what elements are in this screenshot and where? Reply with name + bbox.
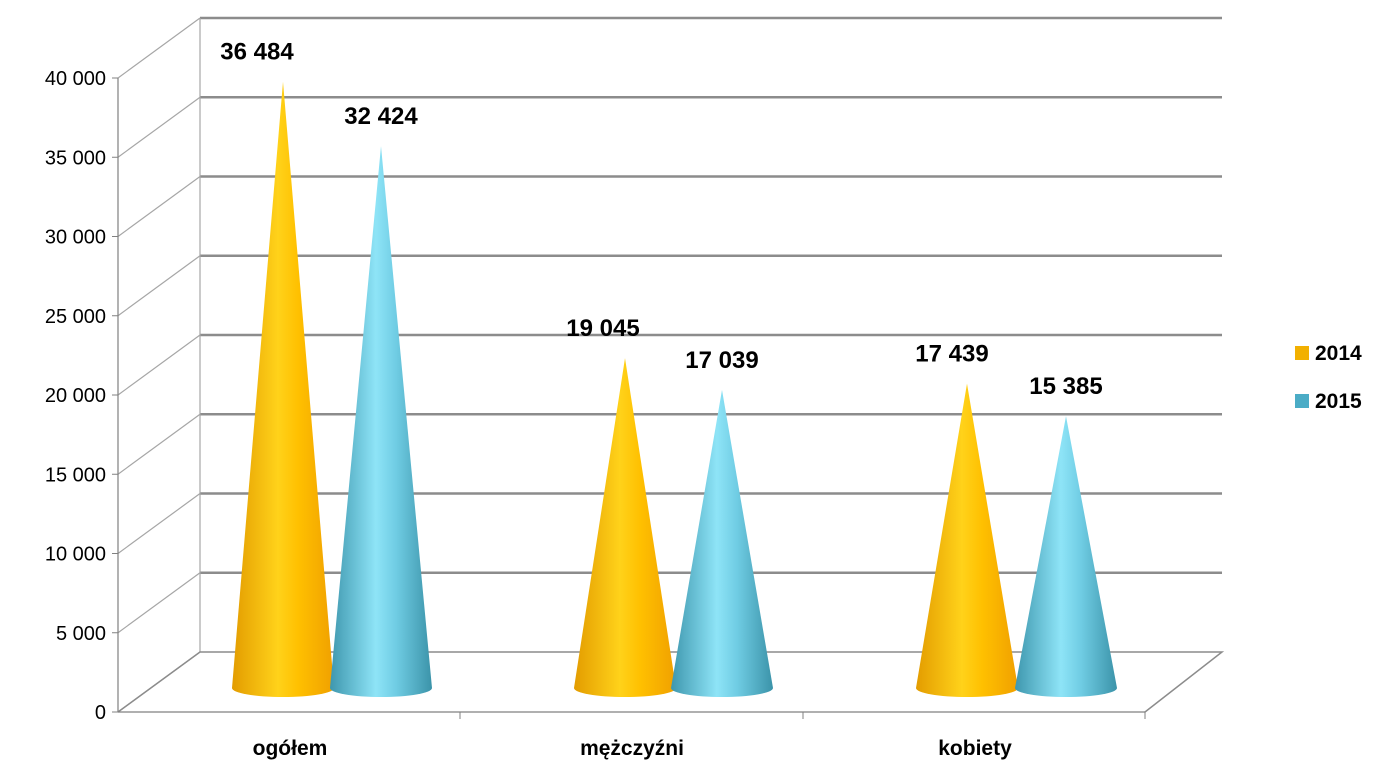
cone-2014-1: [574, 358, 676, 697]
legend-swatch-2015: [1295, 394, 1309, 408]
data-label: 17 439: [915, 341, 988, 368]
cone-2014-2: [916, 383, 1018, 697]
y-tick-label: 5 000: [56, 623, 106, 645]
data-labels: 36 484 19 045 17 439 32 424 17 039 15 385: [220, 39, 1102, 400]
y-tick-label: 25 000: [45, 306, 106, 328]
x-tick-label: mężczyźni: [580, 737, 684, 760]
cone-2015-0: [330, 146, 432, 698]
y-tick-label: 15 000: [45, 464, 106, 486]
side-gridline: [117, 17, 201, 79]
legend: 2014 2015: [1295, 342, 1362, 413]
data-label: 32 424: [344, 103, 418, 130]
legend-label: 2015: [1315, 390, 1362, 413]
x-tick-label: kobiety: [938, 737, 1012, 760]
side-gridline: [117, 413, 201, 475]
y-tick-label: 0: [95, 702, 106, 724]
data-label: 19 045: [566, 315, 639, 342]
side-gridline: [117, 493, 201, 554]
axes: 0 5 000 10 000 15 000 20 000 25 000 30 000 35 0…: [45, 68, 1146, 760]
side-gridline: [117, 334, 201, 396]
cone-2015-1: [671, 389, 773, 697]
cone-2015-2: [1015, 416, 1117, 697]
side-gridline: [117, 255, 201, 317]
y-tick-label: 20 000: [45, 385, 106, 407]
side-gridline: [117, 176, 201, 237]
data-label: 17 039: [685, 347, 758, 374]
legend-swatch-2014: [1295, 346, 1309, 360]
side-gridline: [117, 572, 201, 634]
data-label: 36 484: [220, 39, 294, 66]
y-tick-label: 30 000: [45, 227, 106, 249]
side-gridline: [117, 96, 201, 158]
y-tick-label: 40 000: [45, 68, 106, 90]
y-tick-label: 10 000: [45, 544, 106, 566]
legend-label: 2014: [1315, 342, 1362, 365]
y-tick-label: 35 000: [45, 147, 106, 169]
cone-2014-0: [232, 81, 334, 698]
cones: [232, 81, 1117, 698]
data-label: 15 385: [1029, 373, 1102, 400]
x-tick-label: ogółem: [253, 737, 328, 760]
